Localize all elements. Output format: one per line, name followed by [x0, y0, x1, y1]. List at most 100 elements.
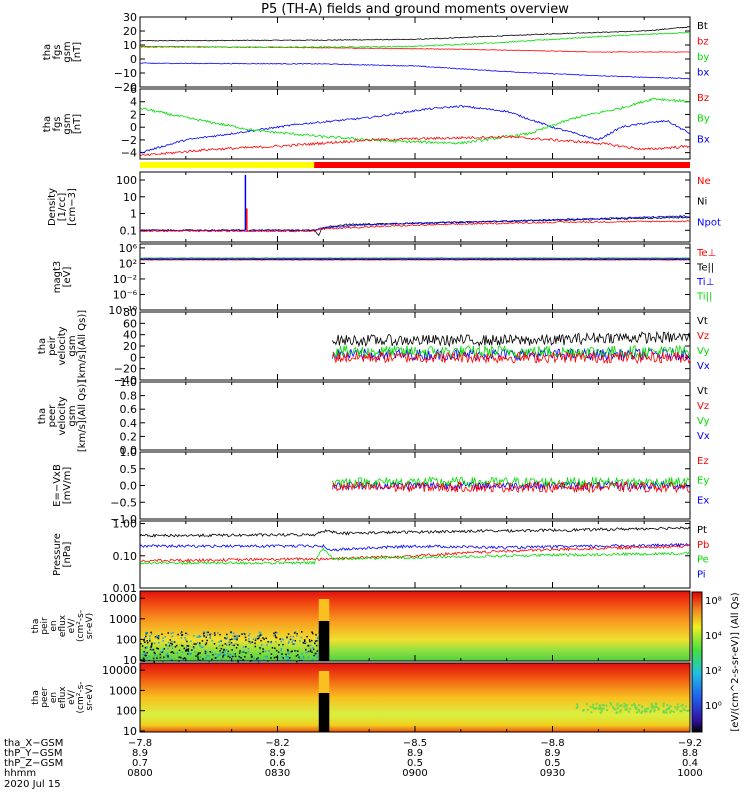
y-axis-label: gsm: [67, 405, 78, 426]
spectrogram-speck: [302, 642, 305, 644]
spectrogram-speck: [301, 653, 303, 655]
spectrogram-speck: [238, 658, 240, 661]
spectrogram-speck: [220, 647, 223, 650]
spectrogram-2: 10000 1000 100 10 tha peer en eflux eV/(cm²-s-sr…: [31, 662, 691, 738]
x-tick-label: −8.5: [403, 738, 427, 749]
y-tick-label: 10⁻⁶: [113, 288, 138, 301]
x-axis-row-label: thP_Z−GSM: [4, 758, 63, 769]
spectrogram-speck: [227, 650, 230, 653]
spectrogram-speck: [148, 640, 151, 642]
spectrogram-speck: [204, 643, 207, 646]
series-line: [140, 62, 691, 80]
spectrogram-speck: [209, 635, 211, 638]
spectrogram-speck: [317, 636, 319, 639]
spectrogram-speck: [152, 648, 155, 651]
spectrogram-speck: [247, 651, 250, 653]
y-tick-label: 1.0: [120, 446, 138, 459]
spectrogram-speck: [181, 651, 184, 654]
spectrogram-speck: [270, 657, 272, 659]
y-axis-label: sr-eV): [85, 684, 95, 710]
spectrogram-speck: [231, 655, 233, 658]
spectrogram-speck: [293, 643, 295, 646]
legend-entry: Pt: [697, 525, 707, 536]
spectrogram-speck: [180, 637, 183, 639]
y-axis-label: peir: [40, 617, 50, 635]
y-tick-label: 1: [130, 208, 137, 221]
spectrogram-speck: [316, 640, 318, 642]
spectrogram-speck: [187, 648, 190, 650]
spectrogram-speck: [162, 637, 164, 640]
panel-frame: [139, 243, 691, 311]
legend-entry: Ti⊥: [696, 277, 714, 288]
spectrogram-speck: [178, 656, 181, 659]
panel-7: 1.0 0.5 0.0 −0.5 −1.0 E=−VxB [mV/m] Ez Ey Ex: [52, 446, 709, 526]
spectrogram-speck: [223, 653, 226, 655]
spectrogram-speck: [684, 705, 687, 708]
spectrogram-speck: [226, 644, 228, 646]
y-axis-label: Pressure: [52, 533, 63, 576]
y-tick-label: 40: [123, 329, 137, 342]
spectrogram-speck: [657, 707, 660, 710]
spectrogram-speck: [645, 707, 648, 710]
spectrogram-speck: [221, 658, 223, 661]
spectrogram-speck: [150, 633, 153, 635]
spectrogram-speck: [286, 648, 289, 651]
x-tick-label: 0.4: [682, 758, 698, 769]
spectrogram-speck: [227, 655, 229, 658]
spectrogram-speck: [241, 651, 243, 654]
y-tick-label: 10²: [119, 257, 137, 270]
legend-entry: Bz: [697, 93, 709, 104]
y-axis-label: tha: [31, 619, 41, 634]
spectrogram-speck: [226, 652, 229, 655]
y-axis-label: [km/s](All Qs)]: [77, 380, 88, 452]
spectrogram-speck: [294, 639, 297, 642]
legend-entry: bz: [697, 37, 709, 48]
spectrogram-speck: [260, 639, 262, 642]
spectrogram-speck: [286, 659, 288, 661]
spectrogram-speck: [624, 708, 627, 711]
spectrogram-speck: [256, 637, 259, 640]
series-line: [139, 220, 691, 233]
series-line: [139, 547, 691, 566]
spectrogram-speck: [674, 706, 677, 709]
spectrogram-speck: [641, 710, 644, 713]
spectrogram-speck: [282, 639, 285, 641]
spectrogram-speck: [676, 708, 679, 711]
spectrogram-speck: [233, 652, 235, 655]
spectrogram-speck: [211, 639, 213, 642]
spectrogram-speck: [287, 642, 290, 644]
spectrogram-speck: [206, 634, 209, 636]
spectrogram-speck: [670, 709, 673, 712]
spectrogram-speck: [676, 703, 679, 706]
spectrogram-speck: [165, 645, 168, 647]
y-tick-label: 0.0: [120, 444, 138, 457]
colorbar-tick-label: 10⁸: [705, 596, 722, 607]
y-tick-label: 30: [123, 11, 137, 24]
y-axis-label: [1/cc]: [57, 193, 68, 222]
spectrogram-speck: [179, 656, 182, 659]
spectrogram-speck: [586, 708, 589, 711]
spectrogram-speck: [199, 635, 202, 638]
spectrogram-speck: [575, 707, 578, 710]
spectrogram-speck: [309, 650, 312, 653]
spectrogram-speck: [199, 659, 201, 662]
spectrogram-speck: [680, 705, 683, 708]
spectrogram-speck: [229, 638, 231, 641]
spectrogram-speck: [256, 635, 259, 637]
spectrogram-speck: [238, 635, 241, 637]
y-axis-label: (cm²-s-: [76, 610, 86, 642]
spectrogram-speck: [590, 711, 593, 714]
y-tick-label: 0: [130, 351, 137, 364]
y-tick-label: 20: [123, 25, 137, 38]
spectrogram-speck: [190, 640, 192, 643]
y-axis-label: eV/: [67, 689, 77, 705]
spectrogram-speck: [652, 705, 655, 708]
spectrogram-speck: [253, 657, 255, 660]
spectrogram-speck: [248, 633, 251, 635]
spectrogram-speck: [170, 642, 172, 645]
y-axis-label: en: [49, 620, 59, 631]
y-axis-label: [nT]: [72, 114, 83, 134]
y-tick-label: −40: [114, 374, 137, 387]
spectrogram-speck: [309, 644, 312, 647]
spectrogram-speck: [156, 647, 158, 649]
